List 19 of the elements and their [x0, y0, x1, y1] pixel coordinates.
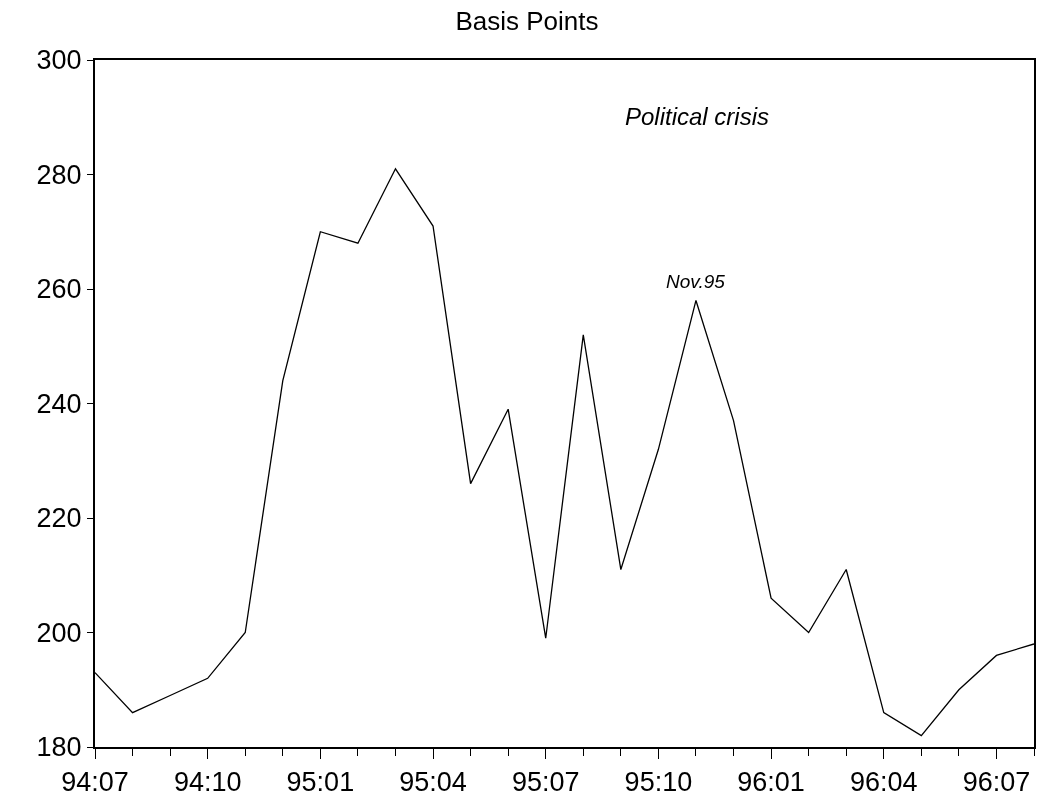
x-tick-label: 96:04 — [849, 767, 918, 798]
annotation: Nov.95 — [666, 271, 726, 292]
x-tick-label: 96:01 — [737, 767, 805, 798]
y-tick-label: 200 — [36, 617, 82, 648]
chart-title: Basis Points — [455, 6, 599, 37]
x-tick-label: 96:07 — [962, 767, 1031, 798]
x-tick-label: 95:07 — [511, 767, 580, 798]
x-tick-label: 94:07 — [61, 767, 129, 798]
x-tick-label: 94:10 — [173, 767, 242, 798]
x-tick-label: 95:04 — [399, 767, 467, 798]
x-tick-label: 95:01 — [286, 767, 355, 798]
x-tick-label: 95:10 — [624, 767, 693, 798]
y-tick-label: 240 — [36, 388, 82, 419]
y-tick-label: 260 — [36, 274, 82, 305]
y-tick-label: 220 — [36, 503, 82, 534]
y-tick-label: 180 — [36, 732, 82, 763]
annotation: Political crisis — [625, 103, 770, 130]
y-tick-label: 300 — [36, 45, 82, 76]
y-tick-label: 280 — [36, 159, 82, 190]
